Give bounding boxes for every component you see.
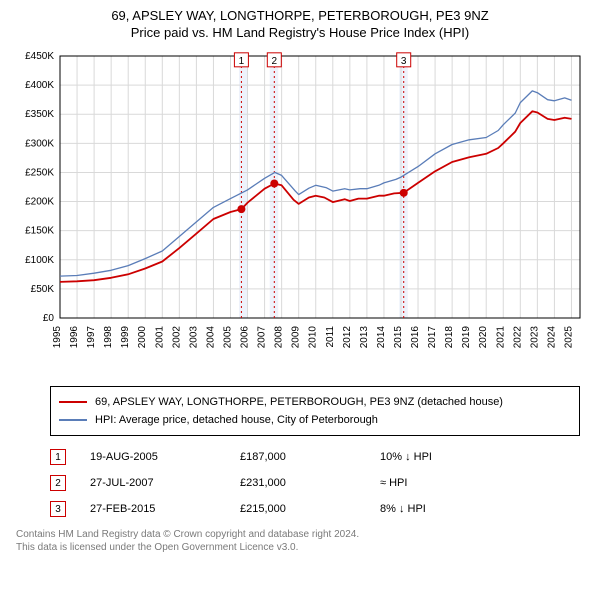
svg-text:2014: 2014 [376, 326, 387, 349]
svg-text:2004: 2004 [205, 326, 216, 349]
svg-text:2020: 2020 [478, 326, 489, 349]
event-pct: ≈ HPI [380, 477, 500, 489]
legend-label: 69, APSLEY WAY, LONGTHORPE, PETERBOROUGH… [95, 396, 503, 408]
svg-text:2009: 2009 [291, 326, 302, 349]
svg-text:2006: 2006 [240, 326, 251, 349]
svg-text:2013: 2013 [359, 326, 370, 349]
chart-area: £0 £50K £100K £150K £200K £250K £300K £350K £400… [12, 46, 588, 376]
title-block: 69, APSLEY WAY, LONGTHORPE, PETERBOROUGH… [12, 8, 588, 40]
svg-text:2000: 2000 [137, 326, 148, 349]
event-pct: 10% ↓ HPI [380, 451, 500, 463]
svg-text:£150K: £150K [25, 226, 54, 237]
event-marker: 2 [50, 475, 66, 491]
event-marker: 3 [50, 501, 66, 517]
svg-text:2019: 2019 [461, 326, 472, 349]
event-row: 2 27-JUL-2007£231,000≈ HPI [50, 470, 580, 496]
footer-line-1: Contains HM Land Registry data © Crown c… [16, 528, 584, 541]
event-price: £215,000 [240, 503, 380, 515]
legend-row: 69, APSLEY WAY, LONGTHORPE, PETERBOROUGH… [59, 393, 571, 411]
event-row: 3 27-FEB-2015£215,0008% ↓ HPI [50, 496, 580, 522]
legend-row: HPI: Average price, detached house, City… [59, 411, 571, 429]
svg-text:1995: 1995 [52, 326, 63, 349]
event-pct: 8% ↓ HPI [380, 503, 500, 515]
svg-text:2025: 2025 [563, 326, 574, 349]
legend-swatch [59, 401, 87, 403]
svg-text:3: 3 [401, 56, 407, 67]
svg-text:1997: 1997 [86, 326, 97, 349]
svg-text:2001: 2001 [154, 326, 165, 349]
svg-text:2015: 2015 [393, 326, 404, 349]
svg-text:2005: 2005 [222, 326, 233, 349]
event-row: 1 19-AUG-2005£187,00010% ↓ HPI [50, 444, 580, 470]
event-price: £231,000 [240, 477, 380, 489]
svg-text:£200K: £200K [25, 197, 54, 208]
event-marker: 1 [50, 449, 66, 465]
svg-text:2002: 2002 [171, 326, 182, 349]
legend-label: HPI: Average price, detached house, City… [95, 414, 378, 426]
svg-text:1999: 1999 [120, 326, 131, 349]
svg-text:£300K: £300K [25, 138, 54, 149]
svg-text:2018: 2018 [444, 326, 455, 349]
footer-block: Contains HM Land Registry data © Crown c… [12, 528, 584, 554]
title-line-1: 69, APSLEY WAY, LONGTHORPE, PETERBOROUGH… [12, 8, 588, 23]
svg-text:1998: 1998 [103, 326, 114, 349]
svg-text:1: 1 [239, 56, 245, 67]
event-price: £187,000 [240, 451, 380, 463]
event-date: 27-JUL-2007 [90, 477, 240, 489]
chart-container: 69, APSLEY WAY, LONGTHORPE, PETERBOROUGH… [0, 0, 600, 562]
svg-text:2021: 2021 [495, 326, 506, 349]
svg-text:£100K: £100K [25, 255, 54, 266]
svg-text:2023: 2023 [529, 326, 540, 349]
svg-text:2007: 2007 [257, 326, 268, 349]
events-table: 1 19-AUG-2005£187,00010% ↓ HPI 2 27-JUL-200… [50, 444, 580, 522]
svg-text:£50K: £50K [31, 284, 55, 295]
price-chart-svg: £0 £50K £100K £150K £200K £250K £300K £350K £400… [12, 46, 588, 376]
svg-text:£400K: £400K [25, 80, 54, 91]
svg-text:£350K: £350K [25, 109, 54, 120]
legend-box: 69, APSLEY WAY, LONGTHORPE, PETERBOROUGH… [50, 386, 580, 436]
svg-text:2017: 2017 [427, 326, 438, 349]
svg-text:2011: 2011 [325, 326, 336, 348]
title-line-2: Price paid vs. HM Land Registry's House … [12, 25, 588, 40]
svg-text:2: 2 [272, 56, 278, 67]
svg-text:£250K: £250K [25, 167, 54, 178]
svg-text:1996: 1996 [69, 326, 80, 349]
svg-text:2010: 2010 [308, 326, 319, 349]
footer-line-2: This data is licensed under the Open Gov… [16, 541, 584, 554]
svg-text:2008: 2008 [274, 326, 285, 349]
svg-text:2016: 2016 [410, 326, 421, 349]
svg-text:2024: 2024 [546, 326, 557, 349]
svg-text:2022: 2022 [512, 326, 523, 349]
legend-swatch [59, 419, 87, 421]
event-date: 27-FEB-2015 [90, 503, 240, 515]
event-date: 19-AUG-2005 [90, 451, 240, 463]
svg-text:2003: 2003 [188, 326, 199, 349]
svg-text:2012: 2012 [342, 326, 353, 349]
svg-text:£450K: £450K [25, 51, 54, 62]
svg-text:£0: £0 [43, 313, 55, 324]
